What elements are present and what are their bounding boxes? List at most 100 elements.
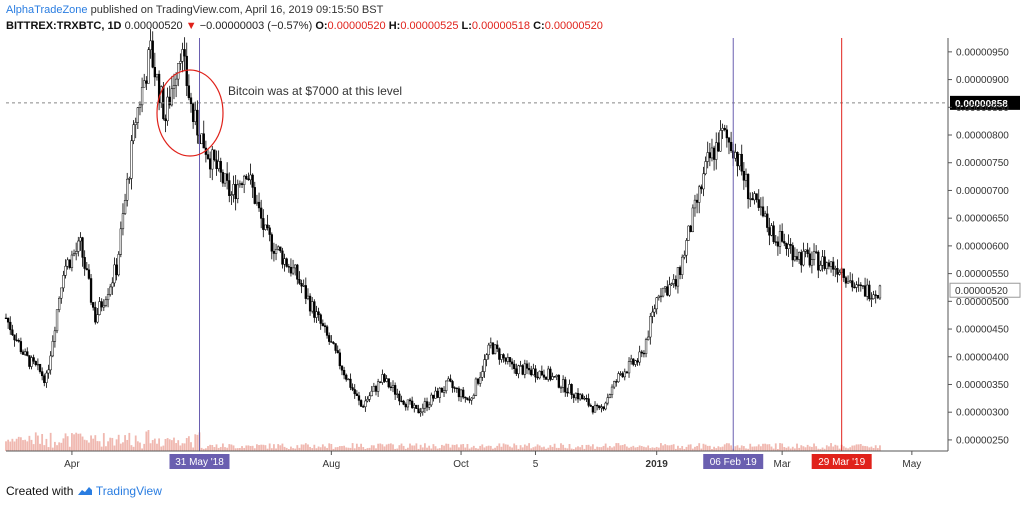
candle-body [291,267,295,274]
volume-bar [51,447,54,451]
candle-body [357,395,361,401]
volume-bar [745,448,747,451]
volume-bar [162,445,165,451]
volume-bar [475,448,477,451]
volume-bar [175,443,178,451]
volume-bar [113,445,116,451]
volume-bar [851,445,854,451]
volume-bar [691,448,694,451]
volume-bar [789,448,792,451]
volume-bar [543,446,545,451]
volume-bar [377,443,380,451]
volume-bar [560,443,562,451]
volume-bar [102,433,105,451]
volume-bar [721,446,724,451]
candle-body [778,231,782,247]
candle-body [872,294,875,300]
tradingview-link[interactable]: TradingView [95,484,162,498]
volume-bar [549,445,552,451]
volume-bar [315,448,318,451]
candle-body [243,175,246,185]
volume-bar [66,436,69,451]
candle-body [723,127,726,130]
volume-bar [362,447,365,451]
volume-bar [517,448,520,451]
volume-bar [73,434,75,451]
candle-body [553,376,556,378]
volume-bar [230,444,233,451]
volume-bar [545,448,548,451]
created-with-label: Created with [6,484,74,498]
candle-body [89,278,93,303]
volume-bar [819,448,822,451]
volume-bar [815,446,818,451]
volume-bar [668,445,671,451]
candle-body [123,200,127,214]
y-tick-label: 0.00000350 [956,380,1009,391]
volume-bar [591,444,594,451]
volume-bar [534,446,537,451]
vertical-marker-tag [811,454,872,469]
candle-body [236,184,239,200]
candle-body [155,73,159,78]
candle-body [434,390,437,399]
candle-body [70,254,74,268]
volume-bar [347,447,350,451]
volume-bar [708,445,711,451]
candle-body [534,368,537,378]
volume-bar [655,446,658,451]
level-price-label: 0.00000858 [955,99,1008,110]
candle-body [717,142,720,152]
volume-bar [328,443,331,451]
candle-body [134,122,137,125]
volume-bar [349,447,352,451]
volume-bar [194,434,197,451]
candle-body [810,259,814,266]
candle-body [878,285,882,299]
volume-bar [672,444,675,451]
candle-body [83,257,86,269]
candle-body [523,363,526,375]
candle-body [72,253,76,256]
volume-bar [234,448,237,451]
candle-body [34,361,37,366]
volume-bar [351,443,354,451]
volume-bar [830,443,832,451]
volume-bar [134,435,137,451]
volume-bar [298,447,301,451]
candle-body [115,264,118,276]
candle-body [230,194,233,196]
volume-bar [275,448,277,451]
candle-body [836,268,839,275]
candle-body [678,267,682,275]
candle-body [691,207,694,232]
volume-bar [664,444,667,451]
candle-body [621,373,624,378]
volume-bar [92,438,95,451]
candle-body [602,406,605,410]
candle-body [372,386,376,392]
volume-bar [660,443,662,451]
candle-body [21,351,25,355]
volume-bar [181,443,184,451]
volume-bar [717,446,720,451]
volume-bar [326,447,328,451]
candle-body [674,279,677,287]
candle-body [140,87,144,106]
candle-body [187,85,191,98]
volume-bar [859,444,862,451]
volume-bar [828,446,830,451]
candle-body [85,268,88,271]
candle-body [143,80,146,88]
volume-bar [32,444,35,451]
candle-body [849,280,852,283]
volume-bar [100,446,103,451]
candle-body [264,224,267,230]
author-link[interactable]: AlphaTradeZone [6,4,88,16]
candle-body [117,254,120,276]
volume-bar [256,444,258,451]
volume-bar [309,446,311,451]
volume-bar [79,433,82,451]
candle-body [832,261,835,270]
